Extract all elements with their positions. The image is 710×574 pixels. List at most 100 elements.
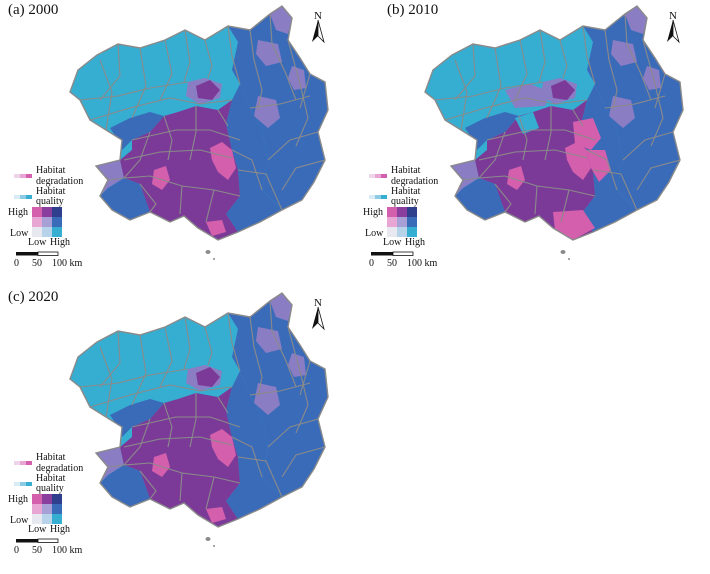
county-border [267,418,319,448]
svg-text:Habitat: Habitat [391,165,421,176]
svg-text:Low: Low [383,237,402,248]
county-patch [288,66,306,90]
county-border [79,81,189,101]
island [213,545,215,547]
county-border [204,39,213,79]
legend-cell [52,494,62,504]
county-border [231,436,263,478]
county-patch [210,429,236,467]
county-patch [270,6,292,34]
county-border [139,470,157,500]
map-svg: NHabitatdegradationHabitatqualityHighLow… [8,5,329,269]
county-border [287,39,309,147]
svg-text:100 km: 100 km [407,258,438,269]
county-border [269,13,297,101]
svg-text:degradation: degradation [36,463,83,474]
county-patch [553,210,595,240]
map-svg: NHabitatdegradationHabitatqualityHighLow… [8,292,329,556]
svg-text:0: 0 [14,258,19,269]
county-patch [625,6,647,34]
county-border [159,326,173,388]
county-patch [515,112,539,134]
scale-bar: 0 50 100 km [14,538,83,556]
county-border [434,81,544,101]
county-border [131,416,241,428]
county-patch [583,6,683,210]
county-border [99,346,113,418]
map-panel-2020: N Habitat degradation Habitat quality High Low… [0,287,355,574]
county-border [604,29,618,111]
legend-cell [42,494,52,504]
county-border [179,472,183,502]
bivariate-legend: HabitatdegradationHabitatqualityHighLowL… [8,452,83,535]
svg-text:Low: Low [28,524,47,535]
county-border [518,115,528,161]
svg-text:0: 0 [14,545,19,556]
island [205,537,211,541]
county-patch [96,447,124,483]
scale-bar: 0 50 100 km [14,251,83,269]
county-border [654,73,666,109]
legend-cell [52,504,62,514]
county-patch [551,80,575,100]
county-border [642,39,664,147]
svg-text:Low: Low [28,237,47,248]
county-border [281,159,326,191]
county-border [267,131,319,161]
county-border [249,382,311,396]
county-patch [256,327,282,353]
legend-cell [397,207,407,217]
county-border [107,177,125,181]
legend-cell [32,207,42,217]
map-svg: NHabitatdegradationHabitatqualityHighLow… [363,5,684,269]
svg-text:Habitat: Habitat [36,473,66,484]
county-patch [587,150,611,182]
north-label: N [669,10,677,22]
svg-text:quality: quality [36,483,64,494]
county-patch [270,293,292,321]
county-border [227,312,241,372]
svg-text:High: High [50,237,70,248]
county-border [183,29,191,83]
county-patch [228,293,328,497]
legend-cell [42,227,52,237]
north-label: N [314,10,322,22]
county-border [99,43,121,101]
county-border [454,43,476,101]
island [213,258,215,260]
legend-cell [387,207,397,217]
county-border [534,185,538,215]
county-border [227,25,241,85]
legend-cell [42,207,52,217]
svg-text:High: High [8,494,28,505]
county-border [299,360,311,396]
svg-text:100 km: 100 km [52,258,83,269]
scale-bar: 0 50 100 km [369,251,438,269]
county-border [559,39,568,79]
county-border [183,316,191,370]
county-border [592,169,638,211]
county-border [107,464,125,468]
county-border [79,368,189,388]
svg-text:quality: quality [391,196,419,207]
county-border [131,334,147,406]
legend-cell [32,514,42,524]
legend-cell [387,227,397,237]
county-patch [196,80,220,100]
county-border [205,476,215,510]
county-border [179,185,183,215]
county-border [99,59,113,131]
county-patch [228,6,328,210]
county-border [249,316,263,398]
county-border [622,131,674,161]
bivariate-legend: HabitatdegradationHabitatqualityHighLowL… [363,165,438,248]
county-patch [507,166,525,190]
county-border [636,159,681,191]
county-border [189,106,197,161]
county-border [299,73,311,109]
north-arrow: N [312,10,325,44]
legend-cell [32,227,42,237]
county-border [123,131,151,179]
county-border [231,149,263,191]
county-border [123,418,151,466]
